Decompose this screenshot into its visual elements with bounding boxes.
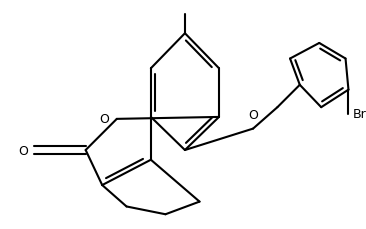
Text: O: O bbox=[248, 108, 258, 121]
Text: Br: Br bbox=[352, 108, 366, 121]
Text: O: O bbox=[99, 113, 109, 126]
Text: O: O bbox=[18, 144, 28, 157]
